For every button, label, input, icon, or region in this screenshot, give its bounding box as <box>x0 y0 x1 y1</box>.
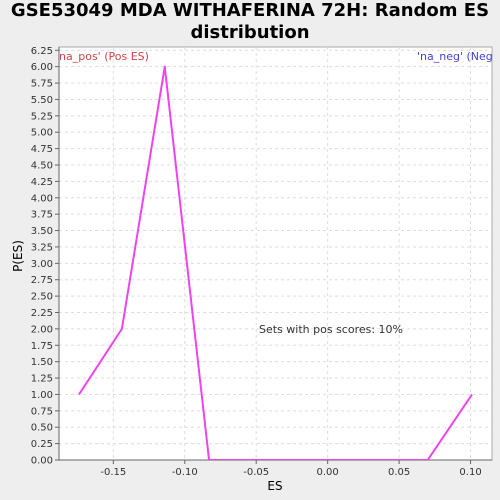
series-line <box>78 65 473 460</box>
chart-title: GSE53049 MDA WITHAFERINA 72H: Random ES … <box>10 0 490 43</box>
x-axis: -0.15 -0.10 -0.05 0.00 0.05 0.10 <box>59 459 492 478</box>
y-tick-label: 2.50 <box>31 292 53 303</box>
y-tick-label: 0.50 <box>31 423 53 434</box>
y-tick-label: 0.75 <box>31 406 53 417</box>
pos-scores-annotation: Sets with pos scores: 10% <box>259 323 403 336</box>
y-tick-label: 3.75 <box>31 210 53 221</box>
y-tick-label: 5.50 <box>31 95 53 106</box>
y-axis-label: P(ES) <box>11 240 25 272</box>
x-axis-label: ES <box>267 479 282 493</box>
legend-neg-label: 'na_neg' (Neg <box>417 50 493 63</box>
y-tick-label: 0.25 <box>31 439 53 450</box>
x-tick-label: -0.15 <box>100 467 126 478</box>
x-tick-label: 0.00 <box>317 467 339 478</box>
y-tick-label: 1.75 <box>31 341 53 352</box>
y-tick-label: 3.50 <box>31 226 53 237</box>
x-tick-label: 0.05 <box>388 467 410 478</box>
x-tick-label: -0.10 <box>172 467 198 478</box>
plot-area <box>58 46 493 461</box>
y-tick-label: 5.75 <box>31 79 53 90</box>
y-tick-label: 5.25 <box>31 111 53 122</box>
y-tick-label: 1.25 <box>31 374 53 385</box>
y-tick-label: 1.50 <box>31 357 53 368</box>
y-tick-label: 4.00 <box>31 193 53 204</box>
y-tick-label: 2.00 <box>31 324 53 335</box>
x-tick-label: -0.05 <box>243 467 269 478</box>
y-tick-label: 4.75 <box>31 144 53 155</box>
x-tick-label: 0.10 <box>459 467 481 478</box>
series-layer <box>78 65 473 460</box>
y-tick-label: 2.25 <box>31 308 53 319</box>
y-tick-label: 1.00 <box>31 390 53 401</box>
y-tick-label: 5.00 <box>31 128 53 139</box>
y-axis: 0.00 0.25 0.50 0.75 1.00 1.25 1.50 1.75 2.00 2.25… <box>31 46 60 467</box>
grid <box>59 47 492 461</box>
y-tick-label: 4.50 <box>31 161 53 172</box>
legend-pos-label: 'na_pos' (Pos ES) <box>56 50 149 63</box>
y-tick-label: 6.25 <box>31 46 53 57</box>
y-tick-label: 0.00 <box>31 456 53 467</box>
y-tick-label: 6.00 <box>31 62 53 73</box>
y-tick-label: 3.25 <box>31 242 53 253</box>
y-tick-label: 3.00 <box>31 259 53 270</box>
y-tick-label: 4.25 <box>31 177 53 188</box>
y-tick-label: 2.75 <box>31 275 53 286</box>
